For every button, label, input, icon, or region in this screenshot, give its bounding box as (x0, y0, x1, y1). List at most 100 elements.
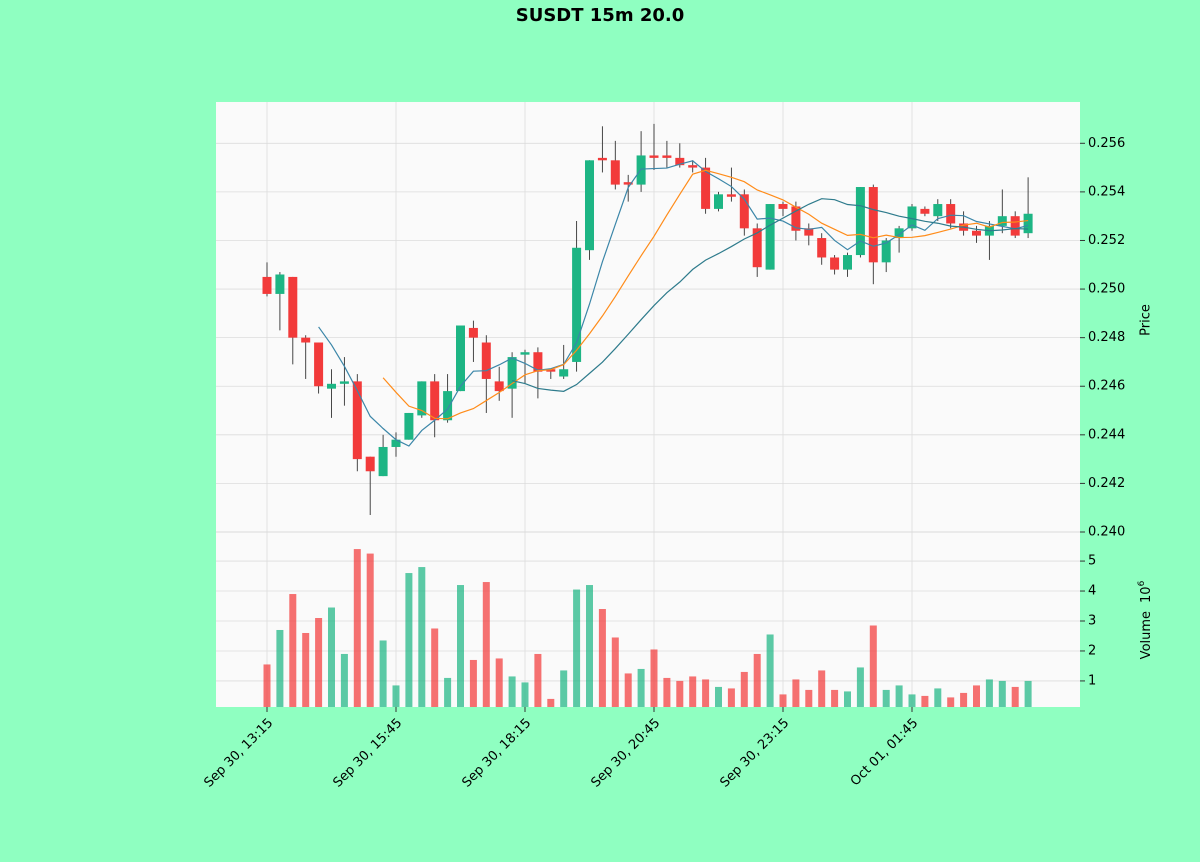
volume-bar (1024, 680, 1032, 707)
volume-bar (960, 692, 968, 707)
x-tick-label: Sep 30, 15:45 (330, 716, 405, 791)
volume-bar (715, 686, 722, 707)
volume-bar (315, 618, 323, 707)
volume-bar (263, 664, 271, 707)
y-tick-label: 0.254 (1088, 184, 1125, 199)
candle-body (391, 439, 401, 447)
candle-body (701, 167, 711, 209)
volume-bar (534, 653, 542, 707)
candle-body (327, 383, 336, 389)
candle-body (443, 391, 453, 421)
candle-body (675, 157, 685, 166)
volume-bar (689, 676, 697, 707)
volume-bar (560, 670, 568, 707)
y-axis-label: Price (1139, 304, 1154, 336)
candle-body (881, 240, 891, 263)
candle-body (468, 327, 478, 338)
candle-body (597, 157, 607, 161)
candle-body (481, 342, 491, 379)
candle-body (843, 255, 852, 270)
volume-bar (766, 634, 774, 707)
volume-bar (598, 609, 606, 707)
volume-bar (392, 685, 400, 707)
candle-body (546, 369, 556, 372)
volume-bar (818, 670, 826, 707)
candle-body (417, 381, 427, 416)
x-tick-label: Sep 30, 18:15 (459, 716, 534, 791)
volume-axis-label: Volume 106 (1137, 580, 1154, 659)
candle-body (662, 155, 672, 158)
x-tick-label: Oct 01, 01:45 (848, 716, 921, 789)
candle-body (972, 230, 981, 236)
candle-body (726, 194, 736, 197)
y-tick-label: 0.246 (1088, 379, 1125, 394)
volume-bar (702, 679, 710, 707)
volume-bar (934, 688, 942, 707)
moving-average-line (382, 169, 1029, 420)
volume-bar (882, 689, 890, 707)
candle-body (339, 381, 349, 384)
volume-bar (637, 668, 645, 707)
candle-body (610, 160, 620, 185)
y-tick-label: 0.242 (1088, 476, 1125, 491)
volume-bar (340, 653, 348, 707)
volume-bar (831, 689, 839, 707)
candle-body (1010, 216, 1020, 236)
candle-body (946, 204, 956, 224)
volume-bar (495, 658, 503, 707)
y-tick-label: 0.240 (1088, 525, 1125, 540)
volume-bar (844, 691, 851, 707)
volume-bar (444, 677, 452, 707)
candle-body (830, 257, 840, 270)
volume-scale-exponent: 6 (1137, 580, 1147, 586)
volume-bar (508, 676, 516, 707)
volume-bar (624, 673, 632, 707)
candle-body (688, 165, 698, 168)
volume-bar (856, 667, 864, 707)
volume-bar (973, 685, 980, 707)
candle-body (933, 204, 943, 217)
volume-bar (663, 677, 671, 707)
candle-body (997, 216, 1007, 226)
candle-body (494, 381, 504, 392)
volume-bar (650, 649, 658, 707)
y-tick-label: 5 (1088, 554, 1096, 569)
y-tick-label: 4 (1088, 584, 1096, 599)
candle-body (507, 357, 517, 389)
candle-body (520, 352, 530, 355)
candle-body (365, 456, 375, 472)
volume-scale-base: 10 (1139, 586, 1154, 603)
candle-body (739, 194, 749, 229)
volume-bar (457, 585, 464, 707)
volume-bar (676, 680, 684, 707)
volume-bar (328, 607, 335, 707)
candle-body (920, 208, 930, 214)
candle-body (907, 206, 917, 229)
candle-body (649, 155, 659, 158)
y-tick-label: 0.250 (1088, 282, 1125, 297)
candle-body (288, 276, 298, 338)
volume-bar (547, 698, 555, 707)
volume-bar (469, 659, 477, 707)
candle-body (585, 160, 594, 251)
candle-body (533, 352, 543, 372)
volume-bar (521, 682, 529, 707)
moving-average-line (511, 198, 1029, 392)
volume-bar (379, 640, 387, 707)
volume-bar (573, 589, 581, 707)
candle-body (262, 276, 272, 294)
candle-body (404, 412, 414, 440)
price-panel (216, 102, 1080, 532)
volume-bar (1011, 686, 1019, 707)
volume-bar (895, 685, 903, 707)
volume-bar (998, 680, 1006, 707)
volume-bar (353, 549, 361, 707)
chart-title: SUSDT 15m 20.0 (516, 5, 685, 26)
candle-body (275, 274, 285, 294)
y-tick-label: 0.256 (1088, 136, 1125, 151)
volume-bar (611, 637, 619, 707)
volume-bar (289, 594, 297, 707)
volume-bar (779, 694, 787, 707)
